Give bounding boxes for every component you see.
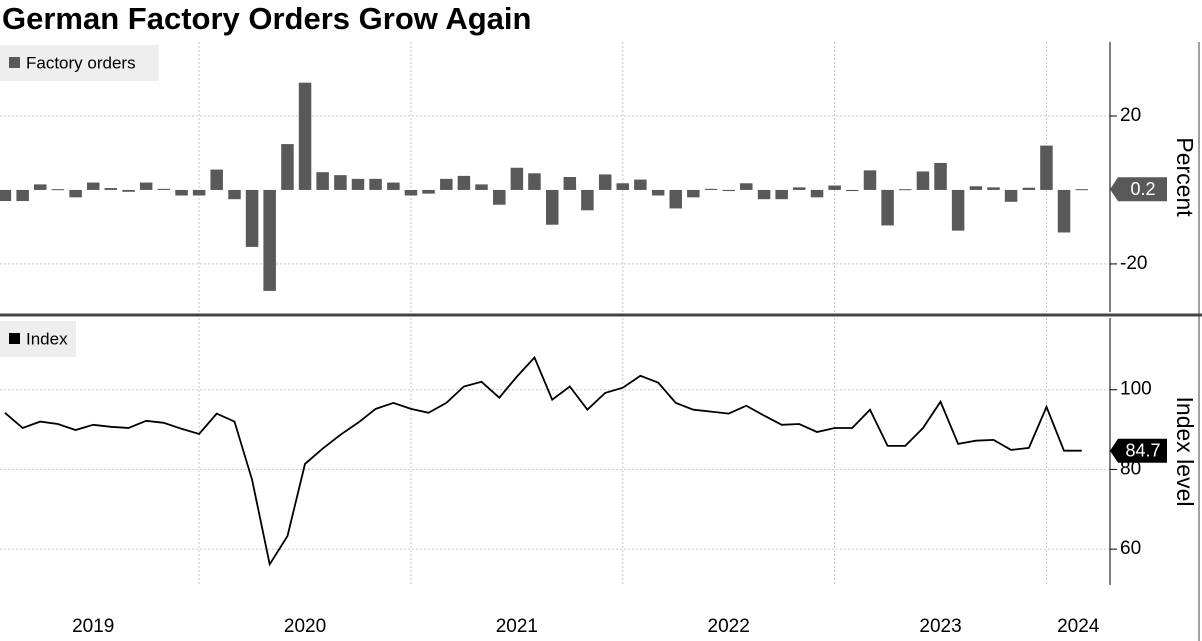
bar	[122, 189, 135, 192]
bar	[687, 189, 700, 198]
bar	[810, 189, 824, 198]
y-tick-label: -20	[1120, 253, 1147, 274]
bar	[704, 188, 718, 190]
chart-title: German Factory Orders Grow Again	[2, 1, 531, 36]
bar	[192, 189, 206, 196]
bar	[1022, 187, 1036, 190]
bar	[316, 172, 329, 190]
bar	[528, 173, 541, 190]
bar	[245, 189, 259, 247]
bar	[440, 178, 453, 190]
bar	[175, 189, 188, 196]
legend-swatch	[9, 57, 20, 68]
x-tick-label: 2021	[496, 616, 538, 637]
y-axis-title: Index level	[1172, 397, 1198, 507]
x-tick-label: 2024	[1057, 616, 1100, 637]
bar	[475, 184, 488, 190]
bar	[493, 189, 506, 205]
legend-label: Factory orders	[26, 53, 136, 72]
bar	[634, 179, 647, 190]
bar	[775, 189, 788, 200]
last-value-label: 0.2	[1130, 179, 1155, 199]
bar	[969, 186, 983, 190]
bar	[792, 187, 806, 190]
bar	[951, 189, 965, 231]
bar	[863, 170, 877, 190]
bar	[828, 185, 841, 190]
x-tick-label: 2019	[72, 616, 114, 637]
bar	[369, 178, 382, 190]
bar	[934, 162, 947, 190]
bar	[86, 182, 100, 190]
x-tick-label: 2022	[708, 616, 750, 637]
bar	[351, 178, 365, 190]
bar	[334, 175, 347, 190]
bar	[510, 167, 524, 190]
y-axis-title: Percent	[1172, 137, 1198, 217]
bar	[387, 182, 400, 190]
bar	[457, 175, 471, 190]
bar	[651, 189, 665, 196]
bar	[1075, 189, 1089, 191]
last-value-badge	[1110, 177, 1167, 202]
bar	[422, 189, 435, 194]
bar	[898, 189, 912, 191]
bar	[845, 189, 859, 192]
bar	[616, 183, 630, 190]
bar	[298, 82, 312, 190]
x-tick-label: 2020	[284, 616, 326, 637]
bar	[563, 177, 577, 190]
bar	[740, 183, 753, 190]
bar	[16, 189, 29, 202]
bar	[228, 189, 241, 200]
bar	[263, 189, 276, 291]
x-tick-label: 2023	[919, 616, 961, 637]
y-tick-label: 100	[1120, 379, 1152, 400]
bar	[210, 169, 223, 190]
line	[4, 355, 1082, 567]
bar	[69, 189, 82, 198]
legend: Factory orders	[0, 45, 159, 81]
bar	[757, 189, 771, 200]
bar	[1057, 189, 1071, 233]
last-value-badge	[1110, 438, 1167, 463]
bar	[139, 182, 153, 190]
bar	[669, 189, 682, 209]
bar	[157, 188, 170, 190]
legend-box	[0, 45, 159, 81]
bar	[1004, 189, 1018, 202]
bar	[881, 189, 894, 226]
legend-label: Index	[26, 329, 68, 348]
bar	[722, 189, 735, 192]
y-tick-label: 60	[1120, 538, 1141, 559]
y-tick-label: 20	[1120, 105, 1141, 126]
bar	[51, 189, 65, 191]
legend-swatch	[9, 333, 20, 344]
bar	[33, 184, 47, 190]
bar	[0, 189, 12, 202]
bar	[104, 188, 118, 190]
bar	[598, 174, 612, 190]
y-tick-label: 80	[1120, 458, 1141, 479]
bar	[1040, 145, 1053, 190]
bar	[404, 189, 418, 196]
bar	[545, 189, 559, 225]
bar	[987, 187, 1000, 190]
last-value-label: 84.7	[1125, 440, 1160, 460]
bar	[581, 189, 594, 211]
legend: Index	[0, 321, 76, 357]
bar	[916, 171, 930, 190]
bar	[281, 144, 294, 190]
